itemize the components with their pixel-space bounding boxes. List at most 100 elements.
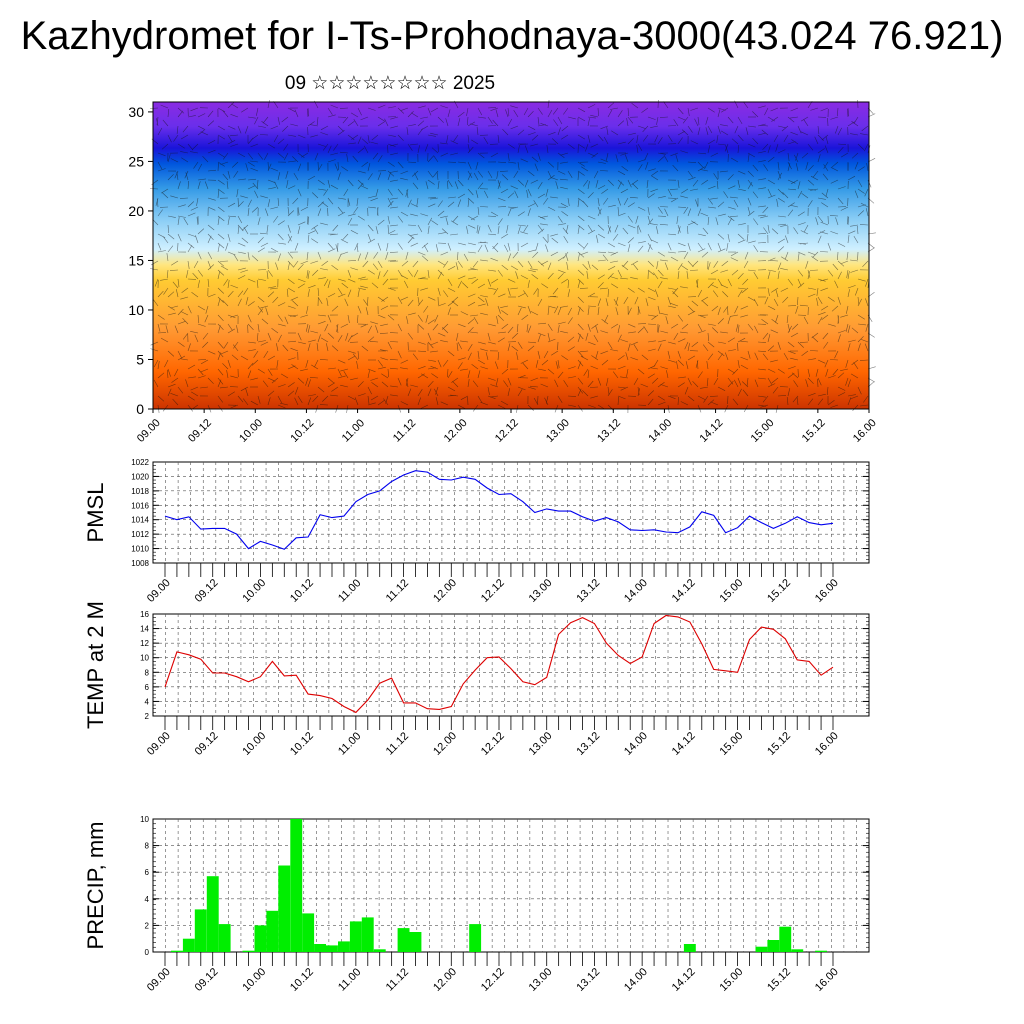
wind-barb [533, 397, 539, 406]
wind-barb [590, 365, 599, 370]
wind-barb [617, 206, 619, 216]
wind-barb [790, 131, 799, 136]
wind-barb [367, 134, 370, 143]
wind-barb [397, 323, 402, 332]
wind-barb [287, 224, 291, 233]
wind-barb [717, 386, 726, 391]
wind-barb [527, 305, 532, 314]
wind-barb [692, 260, 699, 267]
wind-barb [847, 394, 856, 397]
wind-barb [412, 182, 419, 190]
wind-barb [390, 206, 399, 209]
wind-barb [447, 287, 456, 292]
wind-barb [687, 260, 694, 268]
wind-barb [757, 242, 767, 244]
wind-barb [297, 278, 306, 283]
wind-barb [577, 278, 585, 285]
wind-barb [273, 215, 279, 223]
wind-barb [287, 305, 296, 309]
wind-barb [567, 395, 577, 397]
wind-barb [837, 392, 846, 397]
wind-barb [360, 185, 369, 190]
wind-barb [291, 364, 299, 370]
wind-barb [177, 341, 185, 347]
wind-barb [165, 325, 169, 334]
wind-barb [599, 287, 609, 290]
wind-barb [337, 359, 346, 364]
wind-barb [631, 102, 639, 109]
wind-barb [357, 215, 365, 221]
wind-barb [850, 133, 859, 136]
wind-barb [457, 118, 461, 127]
wind-barb [277, 197, 280, 207]
wind-barb [267, 199, 271, 208]
wind-barb [796, 396, 799, 406]
wind-barb [577, 226, 580, 235]
wind-barb [520, 275, 529, 280]
wind-barb [507, 388, 510, 397]
wind-barb [431, 220, 439, 226]
wind-barb [440, 105, 449, 109]
wind-barb [499, 170, 509, 172]
wind-barb [416, 197, 419, 206]
wind-barb [703, 395, 709, 403]
wind-barb [505, 109, 509, 118]
wind-barb [677, 242, 686, 247]
wind-barb [370, 141, 379, 145]
wind-barb [757, 368, 766, 371]
wind-barb [845, 323, 849, 332]
wind-barb [857, 314, 865, 320]
wind-barb [267, 355, 276, 361]
wind-barb [597, 259, 606, 262]
wind-barb [787, 350, 796, 354]
wind-barb [460, 368, 469, 371]
wind-barb [267, 143, 276, 149]
wind-barb [237, 275, 246, 280]
wind-barb [627, 343, 631, 352]
wind-barb [647, 193, 655, 199]
wind-barb [323, 188, 329, 196]
wind-barb [855, 287, 859, 296]
wind-barb [563, 236, 569, 244]
wind-barb [427, 388, 432, 397]
wind-barb [332, 224, 339, 232]
wind-barb [630, 357, 639, 361]
wind-barb [437, 287, 441, 296]
wind-barb [157, 209, 163, 217]
wind-barb [687, 395, 695, 402]
wind-barb [684, 386, 689, 395]
wind-barb [493, 287, 499, 295]
wind-barb [540, 215, 549, 218]
wind-barb [191, 391, 199, 397]
x-tick-label: 13.12 [574, 730, 602, 758]
wind-barb [577, 188, 585, 194]
precip-bar [290, 819, 303, 952]
wind-barb [400, 367, 409, 370]
wind-barb [245, 163, 249, 172]
precip-bar [266, 910, 279, 952]
wind-barb [501, 233, 509, 239]
x-tick-label: 12.12 [479, 577, 507, 605]
wind-barb [510, 265, 519, 271]
wind-barb [697, 208, 702, 217]
wind-barb [646, 179, 649, 188]
wind-barb [477, 395, 483, 404]
wind-barb [277, 384, 286, 388]
wind-barb [507, 118, 513, 127]
wind-barb [297, 163, 302, 172]
wind-barb [657, 206, 663, 214]
wind-barb [487, 377, 496, 381]
wind-barb [527, 260, 533, 268]
wind-barb [786, 314, 789, 324]
wind-barb [480, 295, 489, 298]
wind-barb [455, 262, 459, 271]
wind-barb [367, 238, 376, 244]
wind-barb [723, 191, 729, 199]
wind-barb [423, 244, 429, 253]
wind-barb [361, 345, 369, 352]
wind-barb [780, 224, 789, 227]
wind-barb [617, 197, 621, 206]
wind-barb [557, 127, 561, 136]
x-tick-label: 13.12 [595, 417, 623, 445]
